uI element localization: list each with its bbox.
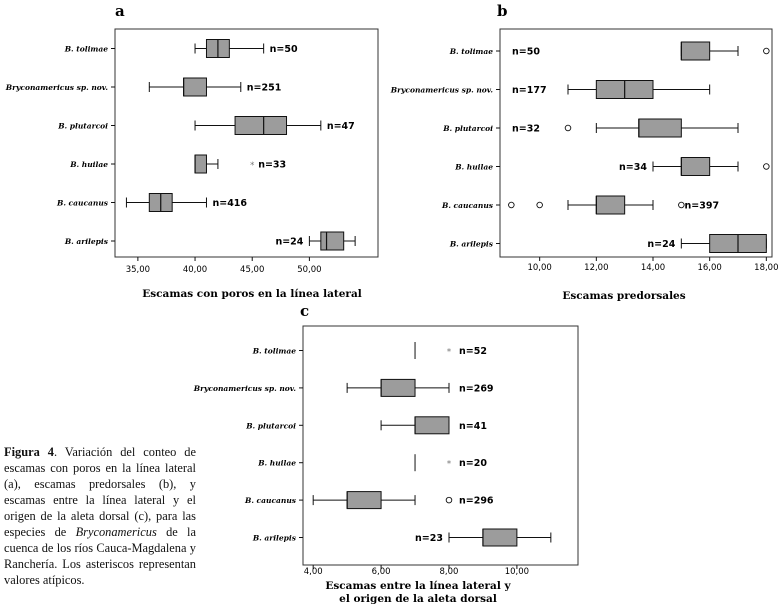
panel-c-chart: 4,00 6,00 8,00 10,00 Escamas entre la línea … (193, 325, 579, 605)
x-tick-label: 10,00 (505, 567, 529, 577)
category-label: B. caucanus (441, 201, 494, 210)
caption-text-2: de la cuenca de los ríos Cauca-Magdalena… (4, 525, 196, 587)
figure-caption: Figura 4. Variación del conteo de escama… (4, 444, 196, 588)
box (680, 157, 711, 176)
n-label: n=416 (212, 198, 247, 209)
panel-c-frame (302, 325, 579, 566)
n-label: n=296 (459, 496, 494, 507)
outlier-circle (678, 201, 685, 209)
x-tick-label: 18,00 (754, 263, 778, 273)
outlier-circle (564, 124, 572, 132)
category-label: B. tolimae (64, 45, 109, 54)
n-label: n=33 (258, 160, 286, 171)
category-label: B. huilae (257, 459, 296, 468)
n-label: n=24 (647, 239, 675, 250)
n-label: n=251 (247, 83, 282, 94)
outlier-circle (508, 201, 515, 209)
category-label: B. arilepis (252, 534, 297, 543)
panel-b-chart: 10,00 12,00 14,00 16,00 18,00 Escamas predors… (390, 28, 778, 302)
x-tick-label: 4,00 (304, 567, 323, 577)
n-label: n=50 (512, 47, 540, 58)
panel-c-letter: c (300, 302, 309, 320)
n-label: n=397 (685, 201, 720, 212)
x-tick-label: 6,00 (372, 567, 391, 577)
panel-a-frame (114, 28, 379, 258)
outlier-circle (763, 163, 770, 170)
panel-b-letter: b (497, 2, 508, 20)
box (595, 195, 626, 215)
panel-a-chart: 35,00 40,00 45,00 50,00 Escamas con poros en… (5, 28, 379, 300)
outlier-asterisk: * (447, 348, 451, 358)
category-label: B. caucanus (244, 496, 297, 505)
box (320, 231, 345, 251)
n-label: n=34 (619, 162, 647, 173)
x-tick-label: 40,00 (183, 265, 207, 275)
category-label: Bryconamericus sp. nov. (5, 83, 109, 92)
x-tick-label: 16,00 (697, 263, 721, 273)
category-label: B. arilepis (449, 240, 494, 249)
category-label: Bryconamericus sp. nov. (390, 86, 494, 95)
caption-label: Figura 4 (4, 445, 54, 459)
n-label: n=24 (275, 237, 303, 248)
box (638, 118, 682, 138)
box (234, 116, 288, 135)
n-label: n=41 (459, 421, 487, 432)
n-label: n=20 (459, 458, 487, 469)
outlier-circle (763, 47, 770, 55)
n-label: n=50 (270, 44, 298, 55)
box (346, 491, 382, 510)
box (380, 378, 416, 397)
box (183, 77, 207, 97)
n-label: n=269 (459, 383, 494, 394)
n-label: n=23 (415, 533, 443, 544)
box (680, 41, 711, 61)
category-label: B. tolimae (252, 347, 297, 356)
x-tick-label: 35,00 (126, 265, 150, 275)
box (482, 528, 518, 547)
x-axis-label: Escamas con poros en la línea lateral (142, 288, 362, 300)
n-label: n=32 (512, 124, 540, 135)
category-label: B. caucanus (56, 199, 109, 208)
x-axis-label: Escamas predorsales (562, 290, 685, 302)
caption-text-1: . Variación del conteo de escamas con po… (4, 445, 196, 539)
x-tick-label: 12,00 (584, 263, 608, 273)
category-label: Bryconamericus sp. nov. (193, 384, 297, 393)
panel-b-frame (499, 28, 773, 258)
category-label: B. tolimae (449, 47, 494, 56)
n-label: n=177 (512, 85, 547, 96)
category-label: B. huilae (69, 160, 108, 169)
n-label: n=47 (327, 121, 355, 132)
category-label: B. arilepis (64, 237, 109, 246)
category-label: B. huilae (454, 163, 493, 172)
x-tick-label: 14,00 (641, 263, 665, 273)
caption-genus: Bryconamericus (75, 525, 157, 539)
x-axis-label-line: Escamas entre la línea lateral y (325, 580, 511, 592)
outlier-asterisk: * (250, 161, 254, 171)
panel-a-letter: a (115, 2, 125, 20)
outlier-asterisk: * (447, 460, 451, 470)
outlier-circle (536, 201, 543, 209)
x-tick-label: 45,00 (240, 265, 264, 275)
x-tick-label: 10,00 (527, 263, 551, 273)
x-tick-label: 8,00 (440, 567, 459, 577)
category-label: B. plutarcoi (57, 122, 108, 131)
n-label: n=52 (459, 346, 487, 357)
category-label: B. plutarcoi (442, 124, 493, 133)
x-axis-label-line: el origen de la aleta dorsal (339, 593, 497, 605)
x-tick-label: 50,00 (297, 265, 321, 275)
box (414, 416, 450, 435)
category-label: B. plutarcoi (245, 421, 296, 430)
outlier-circle (445, 496, 453, 504)
box (194, 154, 207, 174)
